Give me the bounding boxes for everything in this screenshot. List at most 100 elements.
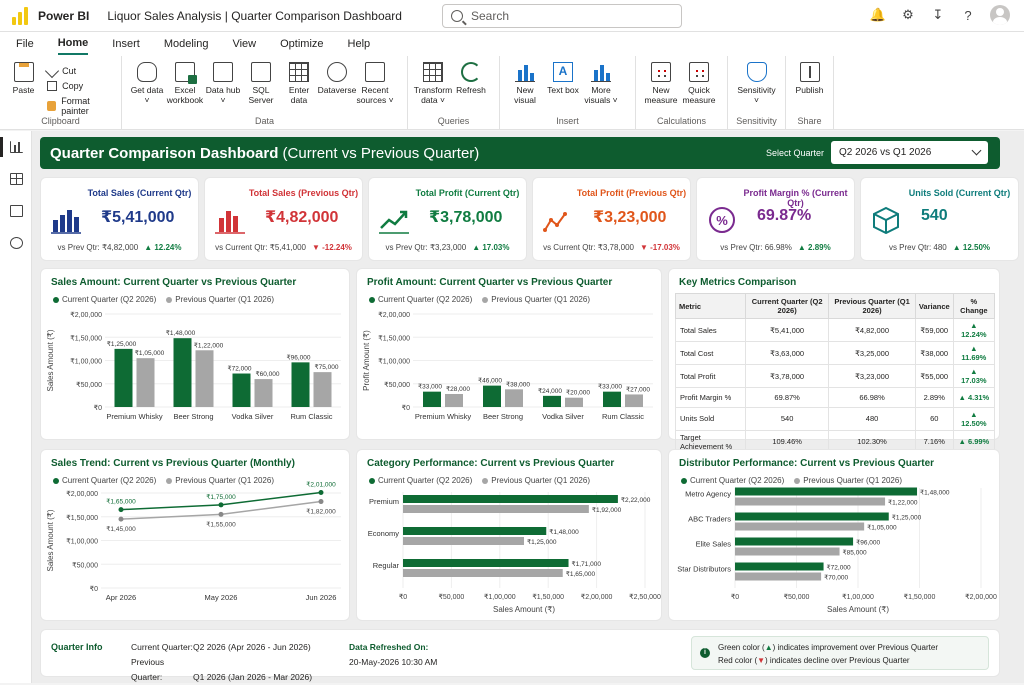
notification-bell-icon[interactable]: 🔔 <box>869 7 887 22</box>
sensitivity-button[interactable]: Sensitivity ˅ <box>734 60 779 130</box>
model-view-button[interactable] <box>0 227 32 259</box>
kpi-card[interactable]: Total Profit (Current Qtr) ₹3,78,000 vs Pr… <box>368 177 527 261</box>
help-icon[interactable]: ? <box>964 7 972 23</box>
settings-gear-icon[interactable]: ⚙ <box>902 7 914 22</box>
table-cell: Total Profit <box>675 364 746 388</box>
data-label: ₹24,000 <box>538 387 562 395</box>
kpi-card[interactable]: Total Sales (Previous Qtr) ₹4,82,000 vs Cu… <box>204 177 363 261</box>
data-label: ₹1,25,000 <box>527 538 557 546</box>
kpi-card[interactable]: Units Sold (Current Qtr) 540 vs Prev Qtr: … <box>860 177 1019 261</box>
new-measure-button[interactable]: New measure <box>642 60 680 130</box>
sql-server-button[interactable]: SQL Server <box>242 60 280 130</box>
table-cell: 2.89% <box>914 387 954 408</box>
y-tick-label: ₹2,00,000 <box>378 311 410 319</box>
dataverse-button[interactable]: Dataverse <box>318 60 356 130</box>
table-view-button[interactable] <box>0 163 32 195</box>
key-metrics-table: Key Metrics Comparison Metric Current Qua… <box>668 268 1000 454</box>
kpi-card[interactable]: % Profit Margin % (Current Qtr) 69.87% vs P… <box>696 177 855 261</box>
distributor-performance-chart[interactable]: Distributor Performance: Current vs Prev… <box>668 449 1000 621</box>
download-icon[interactable]: ↧ <box>932 7 944 22</box>
current-quarter-key: Current Quarter: <box>131 642 193 652</box>
kpi-value: ₹3,23,000 <box>593 209 667 226</box>
kpi-comparison: vs Prev Qtr: ₹4,82,000 ▲ 12.24% <box>57 243 182 252</box>
tab-help[interactable]: Help <box>347 38 371 50</box>
recent-sources-button[interactable]: Recent sources ˅ <box>356 60 394 130</box>
x-tick-label: Rum Classic <box>602 412 644 421</box>
legend-previous: Previous Quarter (Q1 2026) <box>794 476 902 485</box>
excel-workbook-button[interactable]: Excel workbook <box>166 60 204 130</box>
data-label: ₹70,000 <box>824 574 848 582</box>
dax-query-view-button[interactable] <box>0 195 32 227</box>
tab-file[interactable]: File <box>16 38 34 50</box>
share-group: Publish Share <box>786 56 834 130</box>
bar <box>735 487 918 496</box>
cut-button[interactable]: Cut <box>45 63 115 79</box>
y-tick-label: ₹1,00,000 <box>378 358 410 366</box>
sales-amount-chart[interactable]: Sales Amount: Current Quarter vs Previou… <box>40 268 350 440</box>
y-tick-label: Regular <box>373 561 400 570</box>
y-tick-label: ₹2,00,000 <box>66 490 98 498</box>
user-avatar[interactable] <box>990 5 1010 25</box>
select-quarter-label: Select Quarter <box>765 148 824 158</box>
kpi-change: ▲ 12.24% <box>144 243 182 252</box>
report-view-button[interactable] <box>0 131 32 163</box>
select-quarter-dropdown[interactable]: Q2 2026 vs Q1 2026 <box>831 141 988 164</box>
kpi-value: 540 <box>921 207 948 224</box>
chart-title: Profit Amount: Current Quarter vs Previo… <box>367 277 613 288</box>
data-point <box>318 499 324 505</box>
search-input[interactable]: Search <box>442 4 682 28</box>
data-point <box>118 516 124 522</box>
publish-button[interactable]: Publish <box>792 60 827 130</box>
copy-button[interactable]: Copy <box>47 81 115 91</box>
bar <box>445 393 463 407</box>
group-label: Queries <box>437 116 470 126</box>
format-painter-button[interactable]: Format painter <box>47 96 115 116</box>
table-cell: ▲ 12.24% <box>952 318 996 342</box>
kpi-card[interactable]: Total Profit (Previous Qtr) ₹3,23,000 vs C… <box>532 177 691 261</box>
text-box-button[interactable]: A Text box <box>547 62 579 95</box>
kpi-card[interactable]: Total Sales (Current Qtr) ₹5,41,000 vs Pre… <box>40 177 199 261</box>
ribbon: Paste Cut Copy Format painter Clipboard … <box>0 56 1024 130</box>
enter-data-button[interactable]: Enter data <box>280 60 318 130</box>
x-tick-label: Beer Strong <box>173 412 213 421</box>
tab-insert[interactable]: Insert <box>112 38 140 50</box>
legend-previous: Previous Quarter (Q1 2026) <box>166 295 274 304</box>
data-label: ₹33,000 <box>598 383 622 391</box>
transform-data-button[interactable]: Transform data ˅ <box>414 60 452 130</box>
new-visual-button[interactable]: New visual <box>506 60 544 130</box>
data-hub-button[interactable]: Data hub ˅ <box>204 60 242 130</box>
tab-optimize[interactable]: Optimize <box>280 38 324 50</box>
bar <box>114 348 133 407</box>
chart-legend: Current Quarter (Q2 2026) Previous Quart… <box>369 476 590 485</box>
category-performance-chart[interactable]: Category Performance: Current vs Previou… <box>356 449 662 621</box>
kpi-title: Units Sold (Current Qtr) <box>908 188 1011 198</box>
table-cell: ▲ 12.50% <box>952 406 996 431</box>
bar <box>625 394 643 407</box>
tab-home[interactable]: Home <box>57 33 89 55</box>
bar <box>423 391 441 407</box>
table-cell: ₹3,23,000 <box>828 364 916 388</box>
chart-title: Distributor Performance: Current vs Prev… <box>679 458 935 469</box>
table-cell: ₹38,000 <box>914 341 954 365</box>
data-label: ₹1,48,000 <box>549 528 579 536</box>
data-label: ₹1,05,000 <box>135 349 165 357</box>
tab-view[interactable]: View <box>232 38 257 50</box>
x-tick-label: Rum Classic <box>290 412 332 421</box>
table-header-cell: Variance <box>914 293 954 319</box>
quick-measure-button[interactable]: Quick measure <box>680 60 718 130</box>
legend-previous: Previous Quarter (Q1 2026) <box>166 476 274 485</box>
sales-trend-chart[interactable]: Sales Trend: Current vs Previous Quarter… <box>40 449 350 621</box>
table-icon <box>289 62 309 82</box>
more-visuals-button[interactable]: More visuals ˅ <box>582 60 620 130</box>
sql-server-icon <box>251 62 271 82</box>
refresh-button[interactable]: Refresh <box>452 60 490 130</box>
y-tick-label: Star Distributors <box>677 565 731 574</box>
x-tick-label: Jun 2026 <box>306 593 337 602</box>
tab-modeling[interactable]: Modeling <box>163 38 209 50</box>
y-tick-label: ₹1,00,000 <box>66 538 98 546</box>
get-data-button[interactable]: Get data ˅ <box>128 60 166 130</box>
paste-button[interactable]: Paste <box>6 60 41 130</box>
view-switcher <box>0 131 32 683</box>
sales-bar-svg: ₹0 ₹50,000 ₹1,00,000 ₹1,50,000 ₹2,00,000 Sale… <box>46 311 341 421</box>
profit-amount-chart[interactable]: Profit Amount: Current Quarter vs Previo… <box>356 268 662 440</box>
